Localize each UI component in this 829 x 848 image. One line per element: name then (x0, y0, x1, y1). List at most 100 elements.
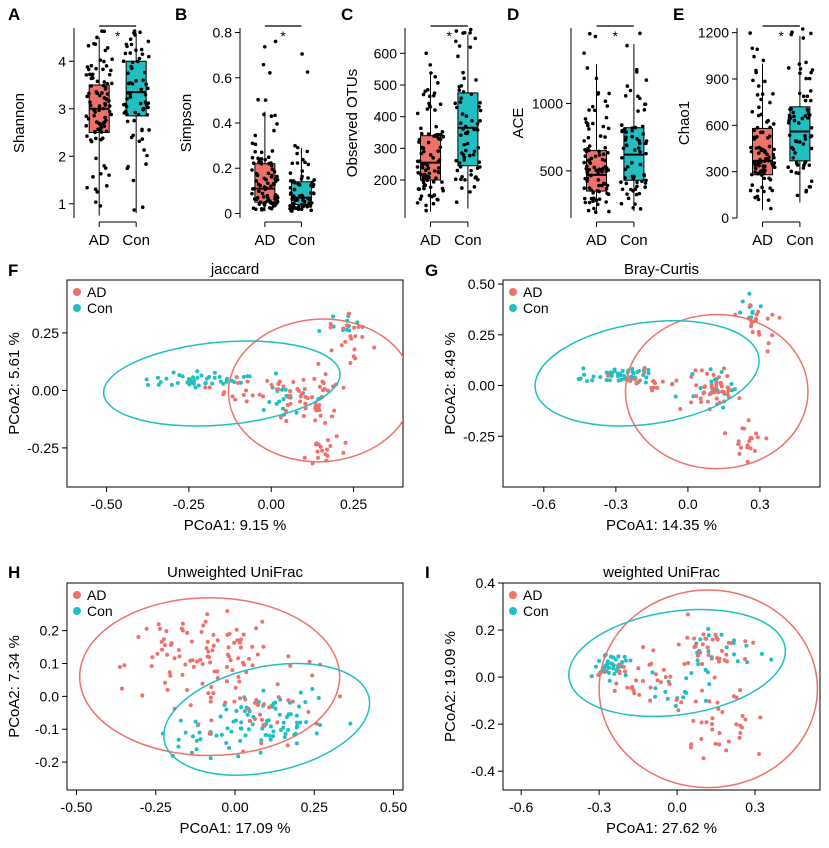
data-point-ad (86, 43, 91, 48)
x-tick-label: 0.00 (221, 799, 248, 815)
data-point-con (791, 155, 796, 160)
data-point-ad (103, 85, 108, 90)
data-point-con (593, 664, 598, 669)
data-point-ad (417, 187, 422, 191)
data-point-con (238, 738, 243, 743)
data-point-con (607, 678, 612, 683)
data-point-con (128, 51, 133, 55)
data-point-ad (742, 656, 747, 661)
data-point-con (744, 643, 749, 648)
y-tick-label: 200 (374, 172, 398, 188)
data-point-con (239, 705, 244, 710)
data-point-ad (734, 695, 739, 700)
data-point-ad (95, 190, 99, 194)
data-point-con (809, 70, 813, 75)
y-tick-label: -0.4 (471, 763, 495, 779)
data-point-ad (587, 31, 592, 36)
data-point-con (132, 118, 136, 123)
data-point-con (281, 720, 286, 725)
data-point-ad (244, 388, 249, 393)
panel-letter: G (425, 261, 438, 280)
data-point-ad (689, 742, 694, 747)
data-point-ad (191, 664, 196, 669)
data-point-ad (434, 124, 439, 129)
data-point-con (806, 116, 810, 120)
data-point-con (589, 674, 594, 679)
data-point-ad (251, 161, 256, 166)
data-point-con (684, 676, 689, 681)
data-point-ad (616, 662, 621, 667)
data-point-ad (323, 372, 328, 377)
data-point-con (331, 314, 336, 319)
data-point-con (803, 114, 808, 118)
data-point-con (745, 660, 750, 665)
plot-frame (66, 279, 404, 488)
data-point-ad (765, 349, 770, 354)
x-axis-label: PCoA1: 17.09 % (180, 820, 291, 837)
data-point-ad (705, 645, 710, 650)
confidence-ellipse-con (534, 319, 760, 427)
data-point-con (732, 638, 737, 643)
data-point-con (808, 98, 813, 103)
data-point-con (805, 94, 810, 99)
data-point-ad (206, 691, 211, 696)
data-point-ad (105, 81, 110, 86)
data-point-ad (762, 176, 767, 181)
data-point-ad (594, 76, 599, 81)
data-point-con (759, 651, 764, 656)
data-point-ad (328, 325, 333, 330)
data-point-con (461, 31, 465, 35)
data-point-ad (88, 103, 93, 108)
data-point-ad (201, 623, 206, 628)
data-point-con (801, 36, 806, 40)
data-point-con (792, 118, 797, 123)
data-point-con (310, 686, 315, 691)
data-point-con (236, 754, 241, 759)
data-point-ad (235, 380, 240, 385)
data-point-ad (328, 444, 333, 449)
data-point-ad (254, 179, 259, 183)
data-point-ad (269, 175, 274, 179)
data-point-ad (427, 94, 432, 99)
data-point-con (620, 187, 625, 192)
data-point-ad (266, 155, 271, 159)
data-point-ad (689, 400, 694, 405)
data-point-con (129, 135, 134, 140)
data-point-con (146, 101, 151, 105)
data-point-ad (107, 104, 112, 108)
data-point-ad (754, 431, 759, 436)
data-point-ad (591, 190, 595, 195)
data-point-ad (707, 392, 712, 397)
data-point-ad (180, 621, 185, 626)
y-axis-label: PCoA2: 5.61 % (6, 332, 23, 435)
data-point-con (190, 734, 195, 739)
data-point-con (195, 375, 200, 380)
data-point-ad (668, 674, 673, 679)
confidence-ellipse-con (568, 608, 787, 718)
data-point-ad (691, 718, 696, 723)
data-point-ad (605, 104, 610, 108)
data-point-ad (734, 722, 739, 727)
data-point-con (620, 128, 624, 133)
data-point-con (306, 176, 310, 180)
data-point-con (478, 119, 482, 123)
data-point-con (189, 750, 194, 755)
data-point-ad (90, 72, 95, 77)
data-point-con (475, 128, 480, 132)
data-point-ad (257, 157, 262, 162)
data-point-ad (743, 639, 748, 644)
data-point-con (653, 686, 658, 691)
data-point-con (191, 375, 196, 380)
data-point-ad (241, 632, 246, 637)
data-point-ad (767, 176, 771, 181)
panel-letter: F (8, 261, 18, 280)
data-point-ad (597, 197, 602, 201)
data-point-ad (299, 392, 304, 397)
data-point-ad (693, 699, 698, 704)
data-point-ad (177, 654, 182, 659)
data-point-ad (751, 78, 755, 83)
data-point-ad (655, 678, 660, 683)
data-point-ad (207, 731, 212, 736)
data-point-ad (587, 144, 592, 148)
y-tick-label: 0.25 (468, 327, 495, 343)
